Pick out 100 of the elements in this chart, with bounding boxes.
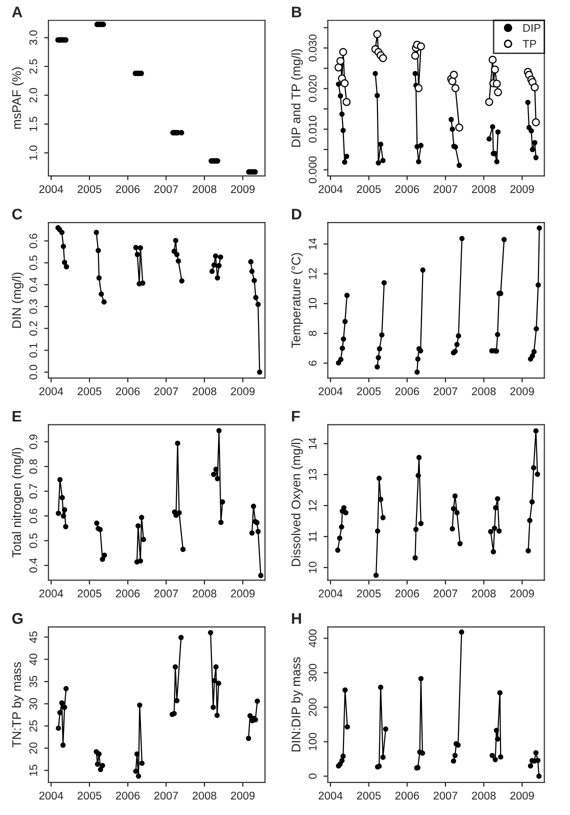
y-tick-label: 0.020	[308, 75, 317, 102]
x-tick-label: 2008	[472, 792, 496, 800]
x-tick-label: 2004	[39, 590, 64, 598]
y-tick-label: 0.7	[29, 484, 38, 499]
x-tick-label: 2008	[472, 590, 496, 598]
chart-title: A	[12, 6, 22, 18]
x-tick-label: 2006	[116, 185, 140, 194]
y-tick-label: 11	[308, 531, 316, 542]
x-tick-label: 2006	[395, 590, 420, 598]
y-tick-label: 0.9	[29, 434, 38, 450]
x-tick-label: 2009	[230, 387, 255, 396]
x-tick-label: 2006	[395, 792, 420, 800]
y-tick-label: 2.0	[29, 88, 38, 102]
y-tick-label: 0.5	[29, 533, 38, 548]
x-tick-label: 2007	[434, 792, 458, 800]
x-tick-label: 2005	[78, 185, 102, 194]
y-tick-label: 1.5	[29, 116, 38, 131]
y-tick-label: 200	[308, 698, 317, 716]
y-tick-label: 400	[308, 629, 317, 648]
x-tick-label: 2006	[395, 387, 420, 396]
y-tick-label: 0.8	[29, 459, 38, 474]
y-axis-title: DIP and TP (mg/l)	[291, 49, 303, 147]
x-tick-label: 2005	[357, 792, 381, 800]
x-tick-label: 2008	[192, 590, 216, 598]
y-tick-label: 35	[29, 676, 38, 688]
x-tick-label: 2009	[230, 185, 255, 194]
x-tick-label: 2008	[192, 387, 216, 396]
legend-label: TP	[522, 40, 536, 48]
x-tick-label: 2007	[154, 792, 178, 800]
x-tick-label: 2004	[39, 792, 64, 800]
y-tick-label: 15	[29, 764, 38, 776]
y-tick-label: 6	[308, 360, 317, 366]
x-tick-label: 2005	[357, 590, 381, 598]
x-tick-label: 2005	[78, 792, 102, 800]
x-tick-label: 2008	[192, 185, 216, 194]
y-tick-label: 0.000	[308, 156, 317, 184]
x-tick-label: 2009	[510, 792, 534, 800]
x-tick-label: 2004	[39, 185, 64, 194]
y-tick-label: 13	[308, 468, 317, 480]
y-tick-label: 30	[29, 698, 38, 710]
y-tick-label: 100	[308, 732, 317, 750]
y-tick-label: 0.030	[308, 34, 317, 62]
y-tick-label: 10	[308, 562, 317, 573]
x-tick-label: 2004	[318, 185, 343, 194]
y-axis-title: DIN:DIP by mass	[291, 657, 303, 752]
y-tick-label: 0.5	[29, 256, 38, 270]
y-tick-label: 25	[29, 720, 38, 732]
chart-title: C	[12, 208, 22, 220]
y-tick-label: 20	[29, 742, 38, 754]
y-tick-label: 12	[308, 500, 316, 511]
y-tick-label: 0	[308, 774, 317, 779]
x-tick-label: 2007	[154, 590, 178, 598]
y-tick-label: 1.0	[29, 146, 38, 160]
x-tick-label: 2009	[510, 387, 534, 396]
y-tick-label: 0.2	[29, 321, 38, 336]
x-tick-label: 2006	[395, 185, 420, 194]
x-tick-label: 2008	[472, 387, 496, 396]
y-axis-title: TN:TP by mass	[12, 662, 24, 748]
y-tick-label: 45	[29, 631, 38, 644]
x-tick-label: 2004	[318, 387, 343, 396]
y-axis-title: Dissolved Oxyen (mg/l)	[291, 438, 303, 566]
y-tick-label: 40	[29, 654, 38, 666]
legend-label: DIP	[523, 24, 540, 32]
y-tick-label: 0.1	[29, 343, 38, 358]
y-tick-label: 3.0	[29, 30, 38, 45]
x-tick-label: 2006	[116, 792, 140, 800]
x-tick-label: 2006	[116, 590, 140, 598]
y-tick-label: 14	[308, 238, 316, 250]
x-tick-label: 2007	[154, 185, 178, 194]
x-tick-label: 2009	[230, 590, 255, 598]
chart-title: F	[292, 411, 300, 422]
x-tick-label: 2009	[510, 590, 534, 598]
x-tick-label: 2008	[192, 792, 216, 800]
y-tick-label: 300	[308, 664, 317, 682]
x-tick-label: 2005	[357, 185, 381, 194]
y-tick-label: 14	[308, 438, 316, 449]
y-tick-label: 0.4	[29, 277, 38, 292]
x-tick-label: 2004	[318, 792, 343, 800]
chart-title: G	[12, 613, 23, 624]
x-tick-label: 2007	[154, 387, 178, 396]
y-axis-title: Temperature (°C)	[291, 253, 303, 348]
chart-title: B	[292, 6, 302, 18]
chart-title: D	[292, 208, 302, 220]
y-axis-title: DIN (mg/l)	[12, 272, 24, 328]
x-tick-label: 2004	[318, 590, 343, 598]
x-tick-label: 2009	[510, 185, 534, 194]
y-axis-title: Total nitrogen (mg/l)	[12, 448, 24, 558]
x-tick-label: 2005	[78, 590, 102, 598]
x-tick-label: 2007	[434, 387, 458, 396]
chart-title: H	[292, 613, 301, 624]
y-tick-label: 0.010	[308, 116, 317, 143]
y-tick-label: 0.6	[29, 234, 38, 248]
y-tick-label: 0.3	[29, 299, 38, 314]
x-tick-label: 2006	[116, 387, 140, 396]
x-tick-label: 2004	[39, 387, 64, 396]
chart-title: E	[12, 411, 22, 422]
x-tick-label: 2007	[434, 185, 458, 194]
x-tick-label: 2009	[230, 792, 255, 800]
x-tick-label: 2005	[357, 387, 381, 396]
y-tick-label: 0.0	[29, 364, 38, 380]
